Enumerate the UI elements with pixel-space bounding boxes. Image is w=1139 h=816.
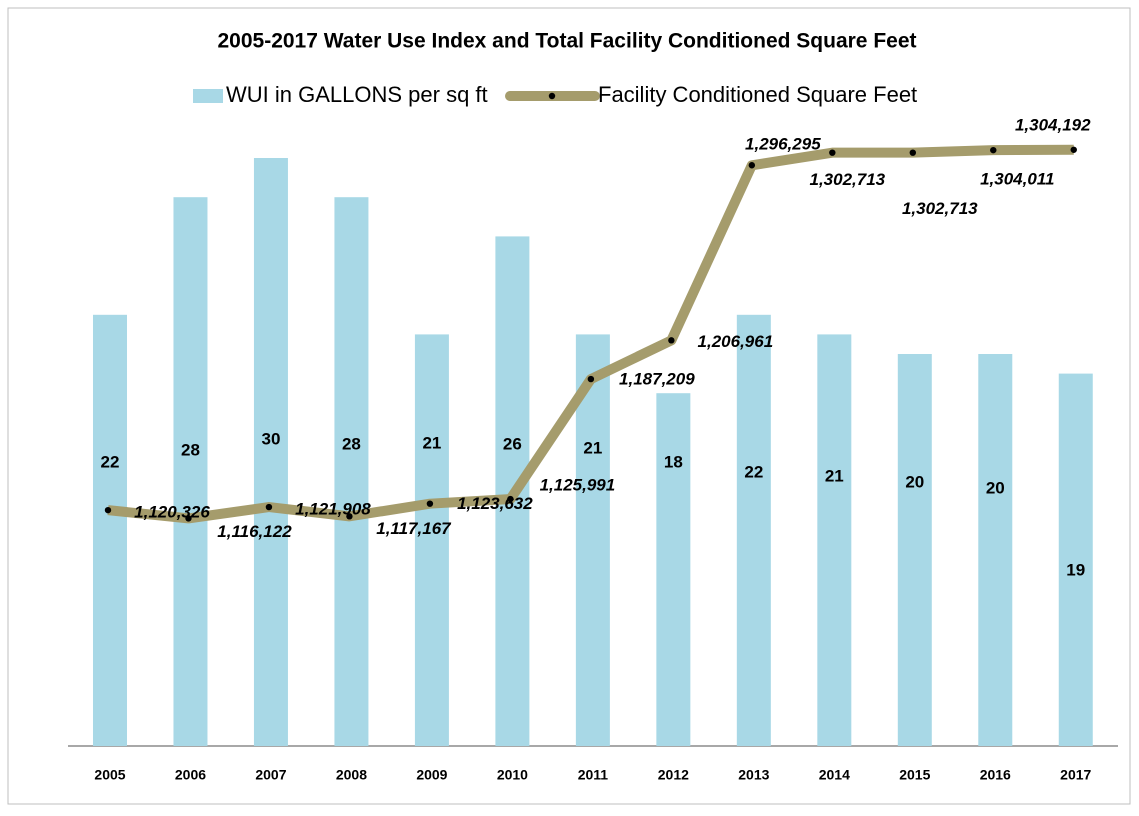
line-point [587, 375, 595, 383]
line-value-label: 1,120,326 [134, 503, 210, 522]
bar-value-label: 30 [261, 429, 280, 448]
line-value-label: 1,296,295 [745, 135, 821, 154]
line-value-label: 1,302,713 [809, 170, 885, 189]
bar [817, 334, 852, 746]
bar-value-label: 20 [905, 472, 924, 491]
line-value-label: 1,125,991 [540, 476, 616, 495]
line-point [426, 500, 434, 507]
line-value-label: 1,117,167 [376, 519, 452, 538]
bar [1058, 373, 1093, 746]
legend-swatch [193, 89, 223, 103]
bar-value-label: 28 [181, 440, 200, 459]
line-value-label: 1,206,961 [698, 332, 774, 351]
bar [978, 354, 1013, 746]
x-tick-label: 2006 [175, 767, 206, 783]
line-point [507, 495, 514, 503]
line-point [346, 513, 353, 520]
bar-value-label: 19 [1066, 560, 1085, 579]
bar-value-label: 22 [101, 452, 120, 471]
legend-label: WUI in GALLONS per sq ft [226, 82, 488, 107]
bar [334, 197, 369, 746]
x-tick-label: 2010 [497, 767, 528, 783]
line-value-label: 1,304,192 [1015, 115, 1091, 134]
x-tick-label: 2015 [899, 767, 930, 783]
line-value-label: 1,123,632 [457, 494, 533, 513]
line-point [668, 337, 675, 344]
bar-value-label: 28 [342, 434, 361, 453]
line-value-label: 1,121,908 [295, 500, 371, 519]
bar-value-label: 21 [583, 438, 602, 457]
bar-value-label: 18 [664, 452, 683, 471]
x-tick-label: 2014 [819, 767, 850, 783]
x-tick-label: 2005 [94, 767, 125, 783]
line-value-label: 1,302,713 [902, 199, 978, 218]
x-tick-label: 2016 [980, 767, 1011, 783]
bar [736, 314, 771, 746]
line-point [990, 146, 997, 154]
bar-value-label: 22 [744, 462, 763, 481]
bar [173, 197, 208, 746]
bar [575, 334, 610, 746]
x-tick-label: 2013 [738, 767, 769, 783]
bar [253, 158, 288, 746]
x-tick-label: 2007 [255, 767, 286, 783]
legend-label: Facility Conditioned Square Feet [598, 82, 917, 107]
bar [897, 354, 932, 746]
line-point [104, 506, 112, 514]
bar-value-label: 20 [986, 478, 1005, 497]
line-point [829, 149, 836, 156]
line-point [909, 149, 916, 156]
bar [656, 393, 691, 746]
bar-value-label: 21 [825, 466, 844, 485]
line-point [265, 503, 273, 511]
line-value-label: 1,304,011 [980, 170, 1054, 189]
x-tick-label: 2012 [658, 767, 689, 783]
bar [414, 334, 449, 746]
line-point [748, 162, 756, 169]
line-value-label: 1,187,209 [619, 370, 695, 389]
x-tick-label: 2008 [336, 767, 367, 783]
x-tick-label: 2009 [416, 767, 447, 783]
x-tick-label: 2017 [1060, 767, 1091, 783]
line-point [185, 515, 192, 522]
bar-value-label: 26 [503, 434, 522, 453]
legend-marker [548, 92, 556, 100]
bar-value-label: 21 [422, 433, 441, 452]
bar [92, 314, 127, 746]
line-value-label: 1,116,122 [217, 522, 292, 541]
chart-title: 2005-2017 Water Use Index and Total Faci… [217, 30, 916, 53]
line-point [1070, 146, 1077, 153]
x-tick-label: 2011 [578, 767, 609, 783]
